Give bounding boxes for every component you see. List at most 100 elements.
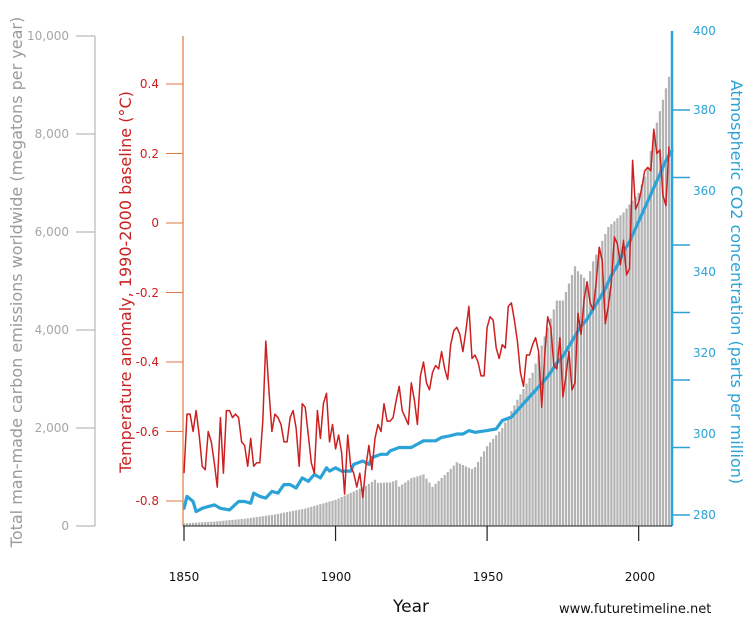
emission-bar [191,522,195,526]
co2-tick-label: 360 [693,184,716,198]
emission-bar [440,477,443,526]
emission-bar [261,516,264,526]
emission-bar [610,224,613,526]
emission-bar [510,411,513,526]
emission-bar [349,492,352,526]
emission-bar [185,523,189,526]
temperature-axis-label: Temperature anomaly, 1990-2000 baseline … [116,91,135,474]
emission-bar [404,482,407,526]
emission-bar [379,482,383,526]
emission-bar [346,494,349,526]
emission-bar [470,469,474,526]
emission-bar [443,475,446,526]
emission-bar [449,468,452,526]
emission-bar [188,522,192,526]
emission-bar [422,474,425,526]
emission-bar [446,472,449,526]
emission-bar [231,519,234,526]
emission-bar [607,227,610,526]
temperature-axis: -0.8 -0.6 -0.4 -0.2 0 0.2 0.4 Temperatur… [116,36,184,526]
emission-bar [646,168,649,527]
emission-bar [555,300,558,526]
temperature-tick-label: 0.2 [140,147,159,161]
emission-bar [367,483,370,526]
emission-bar [589,271,592,526]
emission-bar [498,431,501,526]
emission-bar [525,383,528,526]
emission-bar [385,482,389,526]
emission-bar [407,480,410,526]
emission-bar [410,478,413,526]
emission-bar [288,511,292,526]
emission-bar [579,274,583,526]
emission-bar [258,516,261,526]
x-tick-label: 1900 [321,570,352,584]
emission-bar [628,204,631,526]
emission-bar [398,486,401,526]
emission-bar [416,476,419,526]
emission-bar [479,456,483,526]
emission-bar [282,512,286,526]
emission-bar [325,502,328,526]
emission-bar [595,254,598,527]
emission-bar [428,482,431,526]
emission-bar [352,491,355,526]
emission-bar [461,465,464,526]
emission-bar [570,274,574,527]
temperature-tick-label: -0.2 [136,286,159,300]
emission-bar [222,520,225,526]
emissions-axis: 0 2,000 4,000 6,000 8,000 10,000 Total m… [7,17,96,548]
emission-bar [304,508,307,526]
emission-bar [661,99,665,526]
emission-bar [270,514,273,526]
emission-bar [331,500,334,526]
co2-tick-label: 320 [693,346,716,360]
emission-bar [516,399,519,526]
emission-bar [219,520,222,526]
temperature-tick-label: 0.4 [140,77,159,91]
emission-bar [631,200,634,526]
emission-bar [249,517,252,526]
emissions-tick-label: 8,000 [35,127,69,141]
emission-bar [295,510,298,526]
co2-tick-label: 280 [693,508,716,522]
emission-bar [476,461,480,526]
emission-bar [337,498,340,526]
emission-bar [204,522,207,526]
emission-bar [655,122,658,526]
emission-bar [431,486,434,526]
emission-bar [455,462,458,526]
emission-bar [216,521,219,526]
emissions-tick-label: 4,000 [35,323,69,337]
emission-bar [601,240,604,526]
emission-bar [540,345,543,526]
emission-bar [313,505,316,526]
emission-bar [392,481,395,526]
emission-bar [413,477,416,526]
emission-bar [658,111,661,526]
emission-bar [401,484,404,526]
emission-bar [576,271,580,526]
emission-bar [561,300,564,526]
emission-bar [419,475,422,526]
co2-tick-label: 380 [693,103,716,117]
emission-bar [395,480,398,526]
emission-bar [464,466,467,526]
emission-bar [495,435,498,526]
emission-bar [452,465,455,526]
emission-bar [198,522,201,526]
emission-bar [285,512,289,526]
emission-bar [564,292,568,526]
emission-bar [573,266,577,526]
emission-bar [237,519,240,526]
emission-bar [652,134,655,526]
emissions-tick-label: 6,000 [35,225,69,239]
emission-bar [267,515,270,526]
emission-bar [637,192,640,527]
emission-bar [340,497,343,526]
emission-bar [213,521,216,526]
emission-bar [458,463,461,526]
temperature-tick-label: -0.6 [136,425,159,439]
emission-bar [243,518,246,526]
